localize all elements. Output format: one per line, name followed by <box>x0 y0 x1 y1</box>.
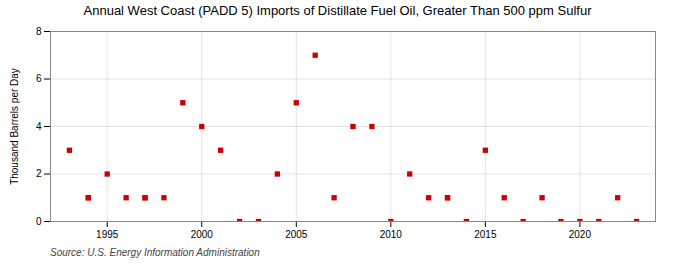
svg-text:8: 8 <box>36 26 42 37</box>
svg-text:2000: 2000 <box>191 229 214 240</box>
svg-text:0: 0 <box>36 216 42 227</box>
svg-text:2010: 2010 <box>380 229 403 240</box>
svg-text:6: 6 <box>36 73 42 84</box>
html-text:Annual West Coast (PADD 5) Imp: Annual West Coast (PADD 5) Imports of Di… <box>83 3 592 18</box>
svg-text:2020: 2020 <box>569 229 592 240</box>
svg-text:4: 4 <box>36 121 42 132</box>
html-text:Source: U.S. Energy Informatio: Source: U.S. Energy Information Administ… <box>50 247 260 258</box>
svg-text:Thousand Barrels per Day: Thousand Barrels per Day <box>9 68 20 185</box>
svg-text:2: 2 <box>36 168 42 179</box>
svg-text:1995: 1995 <box>96 229 119 240</box>
svg-text:2005: 2005 <box>285 229 308 240</box>
svg-text:2015: 2015 <box>474 229 497 240</box>
